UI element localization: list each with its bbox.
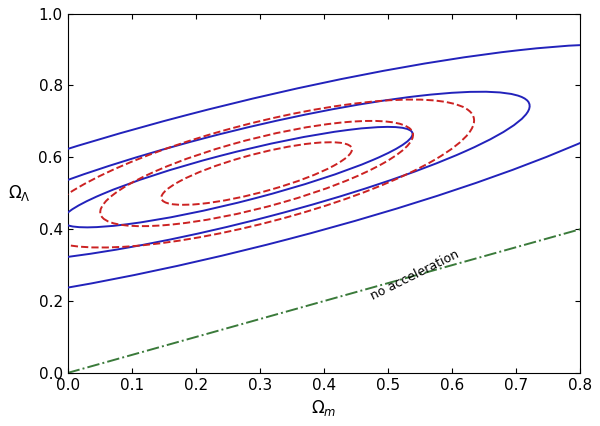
Y-axis label: $\Omega_\Lambda$: $\Omega_\Lambda$ [8,183,31,203]
X-axis label: $\Omega_m$: $\Omega_m$ [311,398,337,418]
Text: no acceleration: no acceleration [369,248,461,303]
